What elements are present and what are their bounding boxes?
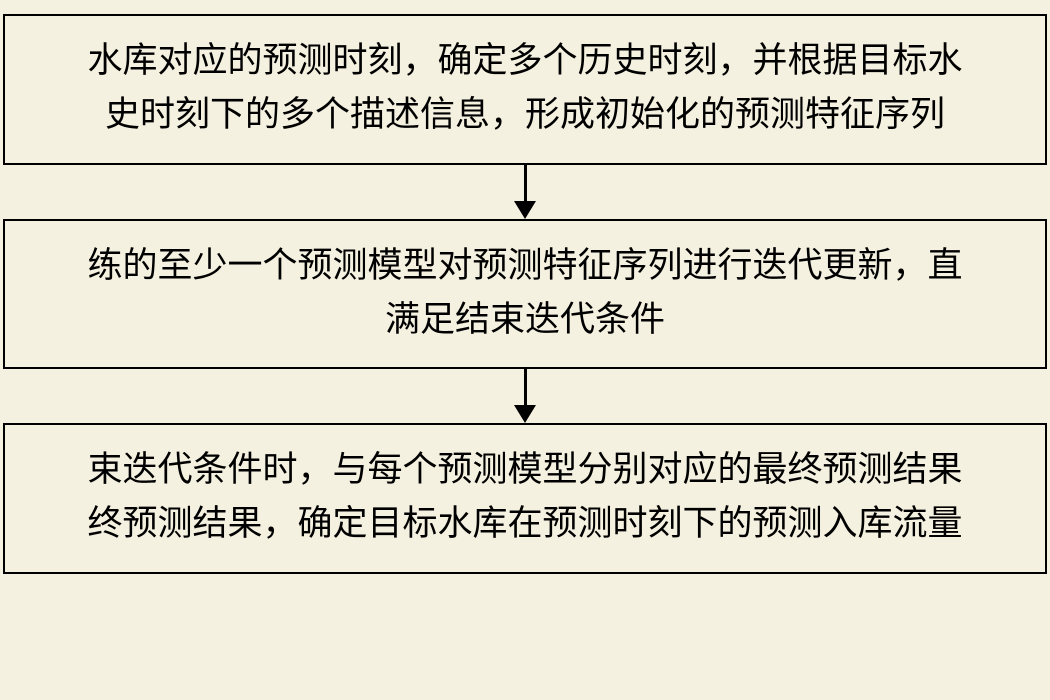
arrow-down-icon [514, 164, 536, 220]
node-3-line-2: 终预测结果，确定目标水库在预测时刻下的预测入库流量 [5, 497, 1045, 551]
node-2-line-1: 练的至少一个预测模型对预测特征序列进行迭代更新，直 [5, 239, 1045, 293]
arrow-down-icon [514, 368, 536, 424]
flow-node-3: 束迭代条件时，与每个预测模型分别对应的最终预测结果 终预测结果，确定目标水库在预… [3, 423, 1047, 574]
node-2-line-2: 满足结束迭代条件 [5, 293, 1045, 347]
node-1-line-2: 史时刻下的多个描述信息，形成初始化的预测特征序列 [5, 88, 1045, 142]
flowchart-container: 水库对应的预测时刻，确定多个历史时刻，并根据目标水 史时刻下的多个描述信息，形成… [0, 0, 1050, 574]
node-1-line-1: 水库对应的预测时刻，确定多个历史时刻，并根据目标水 [5, 34, 1045, 88]
flow-node-2: 练的至少一个预测模型对预测特征序列进行迭代更新，直 满足结束迭代条件 [3, 219, 1047, 370]
node-3-line-1: 束迭代条件时，与每个预测模型分别对应的最终预测结果 [5, 443, 1045, 497]
flow-node-1: 水库对应的预测时刻，确定多个历史时刻，并根据目标水 史时刻下的多个描述信息，形成… [3, 14, 1047, 165]
